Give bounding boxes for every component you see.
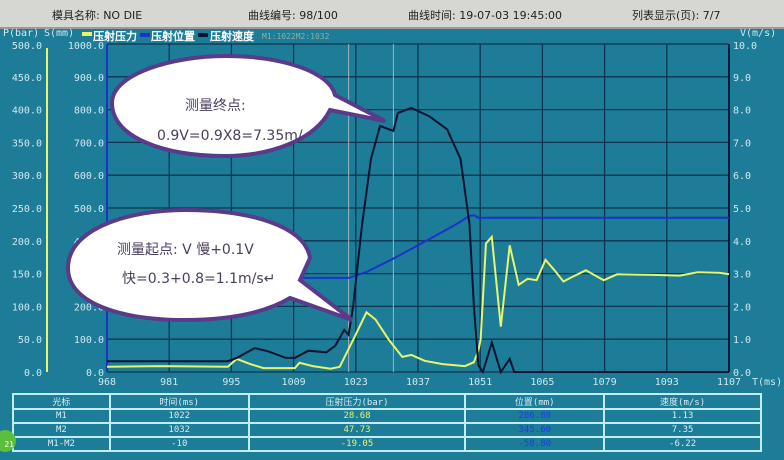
position-tick-label: 800.0	[74, 106, 104, 117]
legend-swatch-pressure	[82, 32, 92, 36]
table-row: M1-M2 -10 -19.05 -58.80 -6.22	[12, 436, 762, 452]
series-layer	[106, 106, 730, 375]
legend-pressure: 压射压力	[93, 29, 137, 43]
table-cell: -19.05	[247, 436, 467, 452]
series-pressure	[106, 234, 730, 370]
x-tick-label: 995	[222, 377, 240, 388]
speed-tick-label: 0.0	[733, 368, 751, 379]
pressure-tick-label: 100.0	[12, 302, 42, 313]
table-row: M1 1022 28.68 286.80 1.13	[12, 408, 762, 424]
table-cell: 压射压力(bar)	[247, 393, 467, 410]
curve-time: 曲线时间: 19-07-03 19:45:00	[408, 9, 563, 22]
x-tick-label: 968	[98, 377, 116, 388]
list-page: 列表显示(页): 7/7	[632, 9, 721, 22]
pressure-tick-label: 450.0	[12, 73, 42, 84]
x-tick-label: 1009	[282, 377, 306, 388]
speed-tick-label: 5.0	[733, 204, 751, 215]
table-cell: M1-M2	[12, 436, 111, 452]
table-cell: 时间(ms)	[108, 393, 250, 410]
table-cell: 7.35	[603, 422, 762, 438]
callout-start-line2: 快=0.3+0.8=1.1m/s↵	[122, 271, 275, 287]
position-tick-label: 900.0	[74, 73, 104, 84]
table-cell: 位置(mm)	[464, 393, 606, 410]
pressure-tick-label: 350.0	[12, 138, 42, 149]
callout-start-point: 测量起点: V 慢+0.1V 快=0.3+0.8=1.1m/s↵	[65, 207, 354, 323]
table-cell: -58.80	[464, 436, 606, 452]
speed-tick-label: 2.0	[733, 302, 751, 313]
speed-tick-label: 1.0	[733, 335, 751, 346]
x-tick-label: 1079	[593, 377, 617, 388]
x-tick-label: 1023	[344, 377, 368, 388]
pressure-tick-label: 200.0	[12, 237, 42, 248]
table-cell: 345.60	[464, 422, 606, 438]
x-tick-label: 1051	[468, 377, 492, 388]
pressure-tick-label: 150.0	[12, 270, 42, 281]
x-tick-label: 1093	[655, 377, 679, 388]
position-tick-label: 700.0	[74, 138, 104, 149]
pressure-tick-label: 400.0	[12, 106, 42, 117]
position-tick-label: 100.0	[74, 335, 104, 346]
legend-speed: 压射速度	[210, 29, 255, 43]
legend-swatch-position	[140, 33, 150, 37]
x-tick-label: 1107	[717, 377, 741, 388]
x-tick-label: 1037	[406, 377, 430, 388]
pressure-tick-label: 250.0	[12, 204, 42, 215]
series-speed	[107, 106, 729, 375]
pressure-tick-label: 0.0	[24, 368, 42, 379]
table-cell: 1032	[108, 422, 250, 438]
speed-tick-label: 6.0	[733, 171, 751, 182]
table-cell: 速度(m/s)	[603, 393, 762, 410]
table-cell: 28.68	[247, 408, 467, 424]
table-cell: 1.13	[603, 408, 762, 424]
position-tick-label: 500.0	[74, 204, 104, 215]
callout-end-line2: 0.9V=0.9X8=7.35m/	[157, 128, 303, 144]
position-tick-label: 600.0	[74, 171, 104, 182]
series-position	[107, 214, 729, 279]
time-axis-label: T(ms)	[752, 377, 782, 388]
speed-tick-label: 9.0	[733, 73, 751, 84]
table-row: M2 1032 47.73 345.60 7.35	[12, 422, 762, 438]
speed-tick-label: 4.0	[733, 237, 751, 248]
table-cell: 光标	[12, 393, 111, 410]
cursor-label: M1:1022M2:1032	[262, 32, 330, 41]
callout-end-point: 测量终点: 0.9V=0.9X8=7.35m/	[109, 53, 386, 159]
table-cell: M2	[12, 422, 111, 438]
speed-tick-label: 8.0	[733, 106, 751, 117]
callout-start-line1: 测量起点: V 慢+0.1V	[117, 241, 254, 258]
pressure-axis-label: P(bar)	[3, 28, 39, 39]
pressure-tick-label: 500.0	[12, 41, 42, 52]
legend-swatch-speed	[198, 33, 208, 37]
pressure-tick-label: 300.0	[12, 171, 42, 182]
legend: 压射压力 压射位置 压射速度	[82, 29, 255, 43]
table-cell: 1022	[108, 408, 250, 424]
position-tick-label: 0.0	[86, 368, 104, 379]
table-cell: -6.22	[603, 436, 762, 452]
table-cell: 47.73	[247, 422, 467, 438]
mold-name: 模具名称: NO DIE	[52, 9, 143, 22]
position-axis-label: S(mm)	[44, 28, 74, 39]
callout-end-line1: 测量终点:	[185, 98, 246, 114]
cursor-table: 光标 时间(ms) 压射压力(bar) 位置(mm) 速度(m/s) M1 1022 28.6…	[12, 393, 762, 452]
speed-tick-label: 10.0	[733, 41, 757, 52]
speed-tick-label: 7.0	[733, 138, 751, 149]
speed-axis-label: V(m/s)	[740, 28, 776, 39]
speed-tick-label: 3.0	[733, 270, 751, 281]
legend-position: 压射位置	[151, 29, 195, 43]
table-cell: M1	[12, 408, 111, 424]
position-tick-label: 200.0	[74, 302, 104, 313]
table-cell: 286.80	[464, 408, 606, 424]
x-tick-label: 1065	[530, 377, 554, 388]
pressure-tick-label: 50.0	[18, 335, 42, 346]
header-bar: 模具名称: NO DIE 曲线编号: 98/100 曲线时间: 19-07-03…	[0, 0, 784, 29]
table-header: 光标 时间(ms) 压射压力(bar) 位置(mm) 速度(m/s)	[12, 393, 762, 410]
page-badge: 21	[0, 430, 16, 452]
table-cell: -10	[108, 436, 250, 452]
position-tick-label: 1000.0	[68, 41, 104, 52]
curve-number: 曲线编号: 98/100	[248, 9, 338, 22]
x-tick-label: 981	[160, 377, 178, 388]
